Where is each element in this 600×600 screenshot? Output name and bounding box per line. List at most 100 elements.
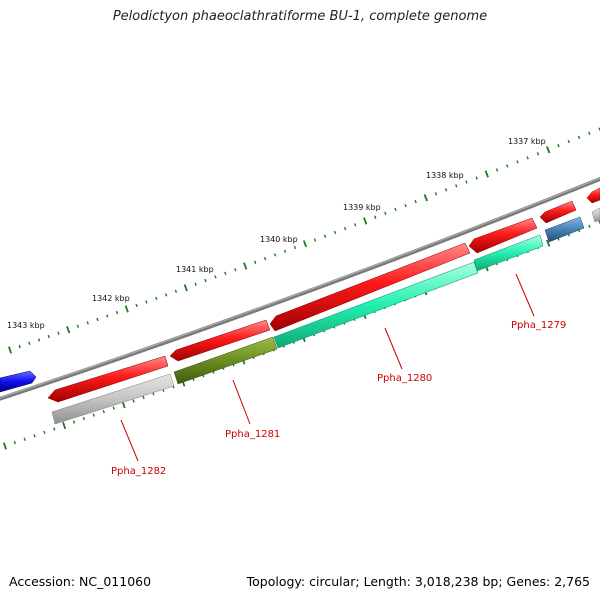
minor-tick <box>557 144 560 148</box>
outer-tick-ring <box>8 127 600 354</box>
minor-tick <box>263 256 267 261</box>
minor-tick <box>516 160 519 164</box>
callout-line-ppha-1280 <box>384 327 403 370</box>
minor-tick <box>76 324 80 328</box>
kbp-label-1342: 1342 kbp <box>92 294 130 303</box>
minor-tick <box>313 238 317 242</box>
minor-tick <box>23 437 26 441</box>
minor-tick <box>414 200 417 204</box>
minor-tick <box>273 253 277 257</box>
minor-tick <box>204 278 207 283</box>
map-title: Pelodictyon phaeoclathratiforme BU-1, co… <box>112 9 488 24</box>
cds-arrow[interactable] <box>269 242 471 332</box>
major-tick <box>423 194 428 202</box>
major-tick <box>183 284 188 292</box>
minor-tick <box>536 152 540 156</box>
minor-tick <box>115 310 119 315</box>
minor-tick <box>506 164 509 168</box>
minor-tick <box>253 260 257 264</box>
major-tick <box>302 240 308 248</box>
cds-arrow[interactable] <box>539 200 577 224</box>
minor-tick <box>465 180 468 184</box>
minor-tick <box>588 131 591 135</box>
minor-tick <box>145 300 148 304</box>
minor-tick <box>33 434 36 438</box>
genome-backbone <box>0 176 600 401</box>
major-tick <box>243 262 248 270</box>
minor-tick <box>194 282 197 286</box>
minor-tick <box>13 440 16 445</box>
minor-tick <box>475 176 478 180</box>
minor-tick <box>57 331 60 335</box>
minor-tick <box>53 427 56 431</box>
callout-line-ppha-1282 <box>120 419 139 462</box>
gene-bar-ppha-1279[interactable] <box>473 234 544 272</box>
kbp-label-1338: 1338 kbp <box>426 171 464 180</box>
minor-tick <box>43 430 46 435</box>
minor-tick <box>37 338 41 342</box>
minor-tick <box>135 303 138 308</box>
gene-label-ppha-1279[interactable]: Ppha_1279 <box>511 320 566 331</box>
minor-tick <box>142 395 145 400</box>
gene-bar-ppha-1281[interactable] <box>173 336 278 385</box>
kbp-label-1339: 1339 kbp <box>343 203 381 212</box>
callout-line-ppha-1281 <box>232 379 251 425</box>
minor-tick <box>112 406 115 410</box>
minor-tick <box>174 289 178 293</box>
minor-tick <box>152 392 155 396</box>
minor-tick <box>577 135 581 140</box>
minor-tick <box>343 226 347 231</box>
minor-tick <box>323 234 327 238</box>
minor-tick <box>132 399 135 403</box>
minor-tick <box>495 168 499 172</box>
minor-tick <box>444 188 448 192</box>
major-tick <box>363 217 368 225</box>
major-tick <box>8 346 12 354</box>
minor-tick <box>102 409 105 414</box>
minor-tick <box>82 416 86 421</box>
minor-tick <box>28 341 31 345</box>
minor-tick <box>224 271 227 275</box>
kbp-label-1343: 1343 kbp <box>7 321 45 330</box>
minor-tick <box>384 211 387 215</box>
genome-backbone-highlight <box>0 177 600 399</box>
minor-tick <box>164 293 168 297</box>
cds-arrow[interactable] <box>586 187 600 204</box>
major-tick <box>62 421 67 430</box>
genome-summary-text: Topology: circular; Length: 3,018,238 bp… <box>246 574 590 589</box>
gene-bar-gray-edge[interactable] <box>591 207 600 223</box>
minor-tick <box>18 344 21 349</box>
gene-bar-ppha-1280[interactable] <box>273 261 479 349</box>
major-tick <box>66 326 71 334</box>
cds-arrow[interactable] <box>468 217 538 254</box>
gene-label-ppha-1281[interactable]: Ppha_1281 <box>225 429 280 440</box>
minor-tick <box>434 192 438 196</box>
minor-tick <box>47 334 50 339</box>
minor-tick <box>394 207 397 212</box>
minor-tick <box>92 413 95 417</box>
cds-arrow[interactable] <box>47 355 169 403</box>
minor-tick <box>526 156 529 160</box>
cds-arrow[interactable] <box>169 319 271 362</box>
minor-tick <box>234 268 237 272</box>
major-tick <box>124 305 129 313</box>
minor-tick <box>72 420 76 424</box>
minor-tick <box>96 317 99 322</box>
minor-tick <box>214 275 217 279</box>
gene-label-ppha-1280[interactable]: Ppha_1280 <box>377 373 432 384</box>
gene-label-ppha-1282[interactable]: Ppha_1282 <box>111 466 166 477</box>
minor-tick <box>86 321 89 325</box>
accession-text: Accession: NC_011060 <box>9 574 152 589</box>
gene-bar-steel[interactable] <box>544 216 585 243</box>
minor-tick <box>283 249 287 253</box>
gene-arrow-blue[interactable] <box>0 370 37 393</box>
major-tick <box>546 146 551 154</box>
kbp-label-1340: 1340 kbp <box>260 235 298 244</box>
major-tick <box>484 170 489 178</box>
minor-tick <box>455 184 458 188</box>
callout-line-ppha-1279 <box>515 273 535 317</box>
major-tick <box>3 442 7 450</box>
gene-bar-ppha-1282[interactable] <box>51 373 175 425</box>
minor-tick <box>353 223 357 227</box>
